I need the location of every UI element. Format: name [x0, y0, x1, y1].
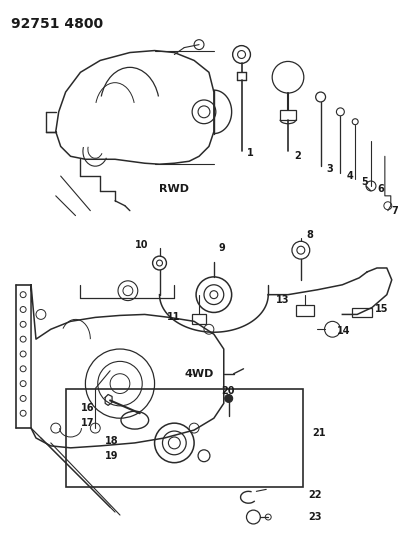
Text: 17: 17	[80, 418, 94, 428]
Text: 21: 21	[313, 428, 326, 438]
Text: 16: 16	[80, 403, 94, 413]
Bar	[66, 389, 303, 487]
Text: 8: 8	[307, 230, 314, 240]
Text: 22: 22	[308, 490, 321, 500]
Text: 4WD: 4WD	[184, 369, 214, 379]
Text: 14: 14	[338, 326, 351, 336]
Bar	[192, 314, 206, 324]
Bar	[296, 304, 314, 317]
Text: 9: 9	[219, 243, 226, 253]
Text: 5: 5	[361, 177, 368, 187]
Text: 11: 11	[168, 312, 181, 322]
Text: 7: 7	[392, 206, 398, 216]
Text: 20: 20	[221, 385, 234, 395]
Text: 1: 1	[246, 148, 253, 158]
Text: 3: 3	[326, 164, 333, 174]
Text: 15: 15	[375, 304, 388, 314]
Circle shape	[225, 394, 233, 402]
Text: 10: 10	[135, 240, 148, 251]
Text: 6: 6	[377, 184, 384, 194]
Text: 92751 4800: 92751 4800	[11, 17, 103, 31]
Text: 2: 2	[294, 151, 301, 161]
Text: 23: 23	[308, 512, 321, 522]
Text: 13: 13	[276, 295, 290, 304]
Text: 4: 4	[346, 171, 353, 181]
Text: 19: 19	[105, 451, 119, 461]
Bar	[280, 110, 296, 120]
Text: RWD: RWD	[159, 184, 189, 194]
Text: 18: 18	[105, 436, 119, 446]
Bar	[352, 308, 372, 317]
